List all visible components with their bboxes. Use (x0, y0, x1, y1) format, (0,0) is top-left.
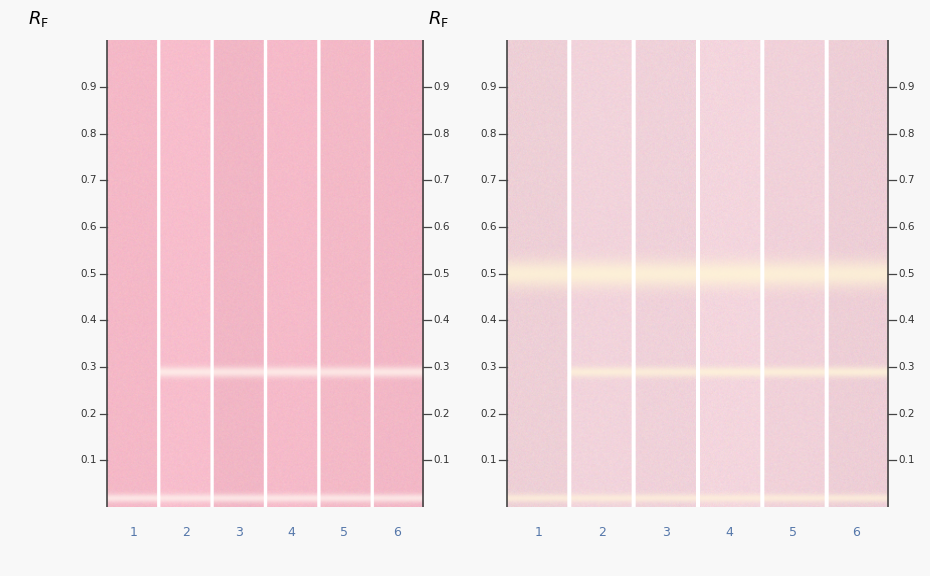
Text: 1: 1 (535, 526, 542, 539)
Text: 0.4: 0.4 (480, 315, 497, 325)
Text: 6: 6 (853, 526, 860, 539)
Text: 0.6: 0.6 (433, 222, 450, 232)
Text: 0.2: 0.2 (898, 408, 915, 419)
Text: 0.6: 0.6 (480, 222, 497, 232)
Text: 5: 5 (789, 526, 797, 539)
Text: 0.4: 0.4 (898, 315, 915, 325)
Text: 0.5: 0.5 (898, 268, 915, 279)
Text: 0.9: 0.9 (80, 82, 97, 92)
Text: 0.8: 0.8 (433, 128, 450, 139)
Text: 0.3: 0.3 (80, 362, 97, 372)
Text: 0.5: 0.5 (433, 268, 450, 279)
Text: 0.8: 0.8 (898, 128, 915, 139)
Text: $\mathit{R}_\mathsf{F}$: $\mathit{R}_\mathsf{F}$ (28, 9, 49, 29)
Text: 0.8: 0.8 (480, 128, 497, 139)
Text: 3: 3 (662, 526, 670, 539)
Text: 0.4: 0.4 (80, 315, 97, 325)
Text: 5: 5 (340, 526, 348, 539)
Text: 0.2: 0.2 (480, 408, 497, 419)
Text: 0.7: 0.7 (433, 175, 450, 185)
Text: 0.6: 0.6 (80, 222, 97, 232)
Text: 0.7: 0.7 (80, 175, 97, 185)
Text: 0.3: 0.3 (433, 362, 450, 372)
Text: 0.3: 0.3 (898, 362, 915, 372)
Text: $\mathit{R}_\mathsf{F}$: $\mathit{R}_\mathsf{F}$ (428, 9, 449, 29)
Text: 4: 4 (287, 526, 296, 539)
Text: 2: 2 (598, 526, 606, 539)
Text: 3: 3 (234, 526, 243, 539)
Text: 0.1: 0.1 (80, 455, 97, 465)
Text: 0.3: 0.3 (480, 362, 497, 372)
Text: 0.9: 0.9 (433, 82, 450, 92)
Text: 1: 1 (129, 526, 138, 539)
Text: 0.1: 0.1 (898, 455, 915, 465)
Text: 6: 6 (392, 526, 401, 539)
Text: 0.9: 0.9 (480, 82, 497, 92)
Text: 0.5: 0.5 (480, 268, 497, 279)
Text: 2: 2 (182, 526, 190, 539)
Text: 0.2: 0.2 (433, 408, 450, 419)
Text: 0.8: 0.8 (80, 128, 97, 139)
Text: 0.4: 0.4 (433, 315, 450, 325)
Text: 0.1: 0.1 (480, 455, 497, 465)
Text: 0.5: 0.5 (80, 268, 97, 279)
Text: 0.7: 0.7 (898, 175, 915, 185)
Text: 0.9: 0.9 (898, 82, 915, 92)
Text: 0.7: 0.7 (480, 175, 497, 185)
Text: 0.1: 0.1 (433, 455, 450, 465)
Text: 4: 4 (725, 526, 733, 539)
Text: 0.2: 0.2 (80, 408, 97, 419)
Text: 0.6: 0.6 (898, 222, 915, 232)
